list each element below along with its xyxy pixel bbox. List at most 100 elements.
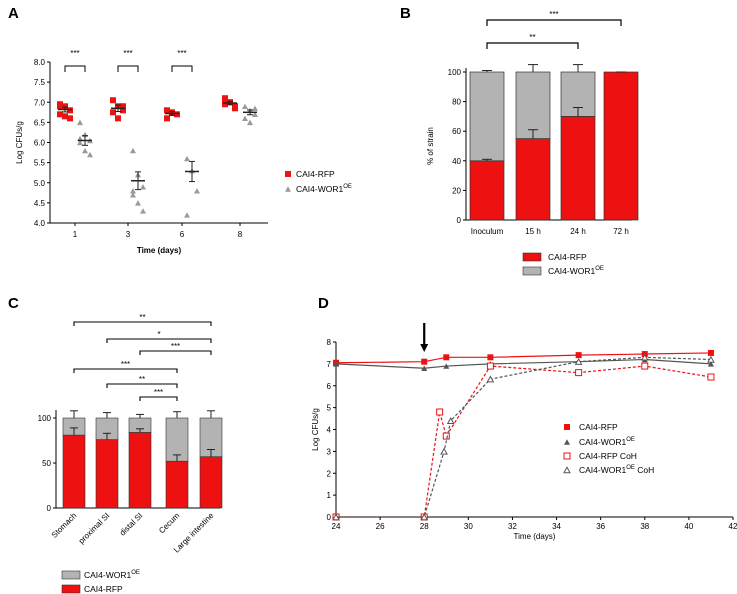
panel-letter-d: D [318, 295, 329, 312]
c-legend-rfp-label: CAI4-RFP [84, 584, 123, 594]
d-point-wor1-coh [420, 513, 429, 521]
c-y-tick-label: 50 [42, 459, 51, 468]
a-point-wor1 [77, 119, 83, 126]
b-bar-rfp [515, 138, 551, 221]
b-x-tick-label: 15 h [525, 227, 541, 236]
d-legend-rfp-label: CAI4-RFP [579, 422, 618, 432]
a-sig-label: *** [123, 49, 132, 58]
a-sig-bracket [117, 65, 139, 72]
a-y-tick-label: 5.0 [34, 179, 46, 188]
c-x-tick-label: Stomach [50, 511, 79, 540]
b-bar-wor1 [469, 71, 505, 162]
a-point-wor1 [194, 188, 200, 194]
d-y-tick-label: 7 [327, 360, 332, 369]
b-bar-rfp [603, 71, 639, 221]
a-point-rfp [174, 111, 180, 118]
d-y-tick-label: 4 [327, 426, 332, 435]
c-sig-label: ** [139, 375, 145, 384]
d-y-tick-label: 2 [327, 469, 332, 478]
b-sig-label: *** [549, 10, 558, 19]
b-y-tick-label: 40 [452, 157, 461, 166]
b-sig-bracket [486, 42, 579, 49]
a-point-wor1 [242, 115, 248, 122]
a-legend-wor1-label: CAI4-WOR1OE [296, 184, 352, 194]
d-y-tick-label: 0 [327, 513, 332, 522]
a-legend-rfp-label: CAI4-RFP [296, 169, 335, 179]
d-legend-rfp-coh-label: CAI4-RFP CoH [579, 451, 637, 461]
c-x-tick-label: distal SI [118, 511, 144, 537]
a-y-tick-label: 7.5 [34, 78, 46, 87]
b-x-tick-label: 72 h [613, 227, 629, 236]
b-legend-wor1-label: CAI4-WOR1OE [548, 266, 604, 276]
d-point-rfp [443, 354, 450, 361]
panel-letter-a: A [8, 5, 19, 22]
a-point-rfp [110, 97, 116, 104]
a-point-wor1 [140, 208, 146, 214]
c-bar-rfp [95, 439, 119, 509]
d-x-tick-label: 28 [420, 522, 429, 531]
a-point-rfp [222, 101, 228, 108]
a-point-wor1 [247, 119, 253, 126]
b-x-tick-label: Inoculum [471, 227, 504, 236]
b-y-tick-label: 0 [457, 216, 462, 225]
d-legend-wor1-label: CAI4-WOR1OE [579, 437, 635, 447]
c-sig-label: * [157, 330, 160, 339]
d-x-tick-label: 38 [640, 522, 649, 531]
d-y-tick-label: 6 [327, 382, 332, 391]
c-sig-label: *** [121, 360, 130, 369]
a-point-rfp [110, 109, 116, 116]
d-legend-wor1-coh-marker [563, 466, 571, 474]
a-y-tick-label: 7.0 [34, 98, 46, 107]
d-y-tick-label: 8 [327, 338, 332, 347]
c-sig-bracket [106, 338, 212, 343]
d-x-tick-label: 42 [729, 522, 737, 531]
d-point-rfp-coh [707, 373, 715, 381]
c-y-tick-label: 100 [38, 414, 52, 423]
a-sig-label: *** [177, 49, 186, 58]
a-point-wor1 [252, 111, 258, 118]
c-x-tick-label: proximal SI [77, 511, 112, 546]
a-point-wor1 [242, 103, 248, 109]
c-sig-bracket [73, 321, 212, 326]
a-point-rfp [62, 113, 68, 120]
d-x-axis-title: Time (days) [514, 532, 556, 541]
a-point-wor1 [82, 147, 88, 154]
a-point-rfp [164, 115, 170, 122]
d-point-wor1-coh [332, 513, 340, 521]
b-y-tick-label: 60 [452, 127, 461, 136]
d-series-line [336, 356, 711, 518]
d-x-tick-label: 40 [684, 522, 693, 531]
a-y-tick-label: 4.0 [34, 219, 46, 228]
b-legend-wor1-swatch [522, 266, 542, 276]
c-sig-bracket [106, 383, 178, 388]
a-point-wor1 [77, 139, 83, 146]
a-point-rfp [164, 107, 170, 114]
d-point-rfp-coh [436, 408, 444, 416]
c-x-tick-label: Cecum [157, 511, 182, 536]
d-x-tick-label: 24 [332, 522, 341, 531]
d-point-wor1-coh [440, 447, 448, 455]
d-series-line [336, 365, 712, 518]
d-point-rfp-coh [442, 432, 450, 440]
b-sig-bracket [486, 19, 622, 26]
c-sig-bracket [139, 396, 178, 401]
a-y-tick-label: 5.5 [34, 159, 46, 168]
a-legend-rfp-marker [285, 171, 291, 177]
c-bar-rfp [165, 460, 189, 509]
a-point-rfp [67, 115, 73, 122]
a-y-axis-title: Log CFUs/g [15, 121, 24, 164]
a-y-tick-label: 6.5 [34, 118, 46, 127]
a-y-tick-label: 8.0 [34, 58, 46, 67]
d-x-tick-label: 30 [464, 522, 473, 531]
d-point-rfp [707, 349, 714, 356]
d-arrow-head [420, 344, 429, 352]
c-bar-rfp [128, 432, 152, 509]
d-point-wor1-coh [640, 353, 649, 361]
a-point-wor1 [135, 200, 141, 206]
b-bar-wor1 [515, 71, 551, 139]
a-y-tick-label: 4.5 [34, 199, 46, 208]
b-legend-rfp-label: CAI4-RFP [548, 252, 587, 262]
a-point-wor1 [130, 188, 136, 194]
d-point-rfp-coh [575, 369, 583, 377]
